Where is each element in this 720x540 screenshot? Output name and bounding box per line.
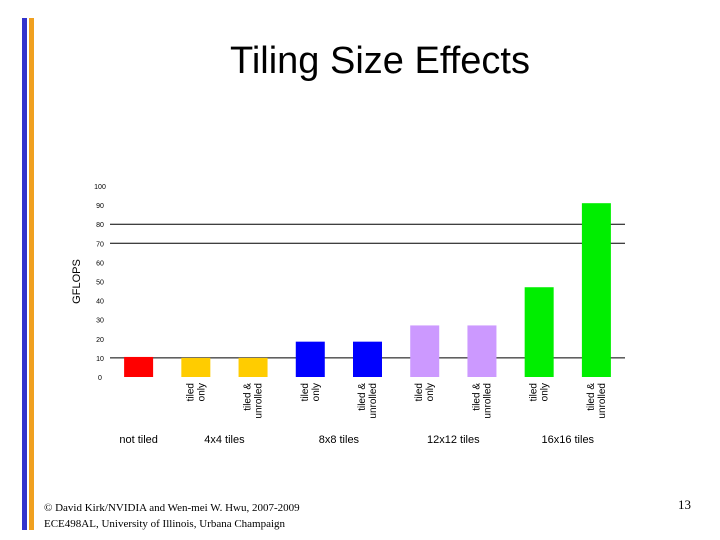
y-tick-label: 0 [98,375,102,382]
bar [124,356,154,377]
y-tick-label: 40 [96,299,104,306]
y-tick-label: 50 [96,280,104,287]
bar [524,287,554,377]
bar-label: tiledonly [300,383,322,401]
bar-label: tiledonly [414,383,436,401]
y-tick-label: 20 [96,337,104,344]
bar-label: tiled &unrolled [586,383,608,419]
footer-line-2: ECE498AL, University of Illinois, Urbana… [44,518,286,530]
bar-label: tiledonly [529,383,551,401]
y-tick-label: 30 [96,318,104,325]
bar-label: tiled &unrolled [471,383,493,419]
y-tick-label: 60 [96,260,104,267]
bar [238,357,268,377]
group-label: 8x8 tiles [319,434,360,446]
bar-label: tiled &unrolled [243,383,265,419]
bar [353,341,382,377]
y-tick-label: 100 [94,184,106,191]
bar-label: tiled &unrolled [357,383,379,419]
bar [467,325,497,377]
group-label: not tiled [119,434,158,446]
group-label: 16x16 tiles [541,434,594,446]
y-tick-label: 70 [96,241,104,248]
y-axis-label: GFLOPS [71,259,83,304]
group-label: 12x12 tiles [427,434,480,446]
bar [410,325,440,377]
bar [295,341,325,377]
bar [581,203,611,377]
y-tick-label: 90 [96,203,104,210]
footer-credits: © David Kirk/NVIDIA and Wen-mei W. Hwu, … [44,500,300,532]
y-tick-label: 10 [96,356,104,363]
bar [181,357,211,377]
page-number: 13 [678,497,691,512]
footer-line-1: © David Kirk/NVIDIA and Wen-mei W. Hwu, … [44,502,300,514]
slide-title: Tiling Size Effects [230,40,530,82]
y-tick-label: 80 [96,222,104,229]
accent-stripe-orange [29,18,34,530]
accent-stripe-blue [22,18,27,530]
bar-label: tiledonly [185,383,207,401]
group-label: 4x4 tiles [204,434,245,446]
